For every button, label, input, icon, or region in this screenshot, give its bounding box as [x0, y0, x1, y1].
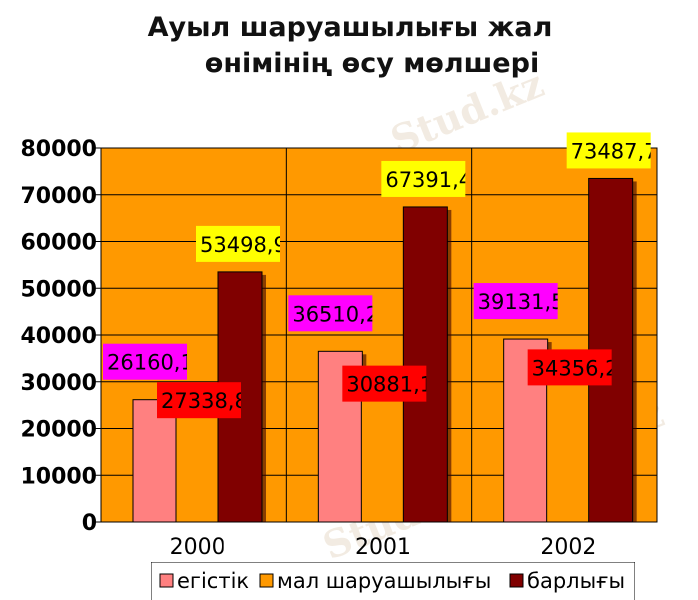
y-tick-label: 60000 [20, 231, 97, 256]
y-tick-label: 70000 [20, 184, 97, 209]
data-label-box [288, 295, 373, 332]
data-label-box [103, 343, 187, 380]
x-category-label: 2000 [170, 535, 226, 560]
data-label: 39131,5 [478, 290, 565, 314]
plot-area: 0 10000 20000 30000 40000 50000 60000 70000 8000… [20, 137, 658, 560]
data-label-box [196, 225, 280, 262]
data-label: 73487,7 [571, 139, 658, 163]
bar-egistik [132, 399, 178, 523]
data-label: 67391,4 [385, 168, 472, 192]
legend-box [151, 562, 635, 600]
data-label-box [342, 365, 427, 402]
data-label-box [381, 160, 466, 197]
data-label-box [566, 132, 651, 169]
data-label: 34356,2 [532, 356, 619, 380]
data-label-box [157, 382, 241, 419]
chart-title-line-2: өнімінің өсу мөлшері [205, 48, 539, 79]
chart-title-line-1: Ауыл шаруашылығы жал [148, 12, 553, 43]
bar-mal-sharuashylygy [360, 377, 406, 523]
data-label: 53498,9 [200, 233, 287, 257]
x-category-label: 2002 [540, 535, 596, 560]
y-tick-label: 80000 [20, 137, 97, 162]
data-label-box [473, 283, 558, 320]
y-tick-label: 0 [82, 511, 97, 536]
data-label: 30881,1 [346, 373, 433, 397]
legend-swatch [159, 573, 174, 588]
legend: егістік мал шаруашылығы барлығы [151, 562, 635, 600]
legend-label: мал шаруашылығы [277, 569, 491, 593]
y-tick-label: 10000 [20, 464, 97, 489]
data-label: 26160,1 [107, 351, 194, 375]
legend-swatch [509, 573, 524, 588]
bar-barlygy [402, 206, 448, 523]
legend-label: барлығы [527, 569, 625, 593]
data-label: 27338,8 [161, 389, 248, 413]
data-label-box [527, 349, 612, 386]
y-tick-label: 40000 [20, 324, 97, 349]
legend-swatch [259, 573, 274, 588]
bar-mal-sharuashylygy [546, 360, 592, 523]
data-label: 36510,2 [292, 302, 379, 326]
y-tick-label: 20000 [20, 418, 97, 443]
data-labels: 26160,1 36510,2 39131,5 27338,8 30881,1 34356… [103, 132, 658, 419]
x-category-label: 2001 [355, 535, 411, 560]
y-tick-label: 30000 [20, 371, 97, 396]
y-tick-label: 50000 [20, 277, 97, 302]
legend-label: егістік [177, 569, 249, 593]
